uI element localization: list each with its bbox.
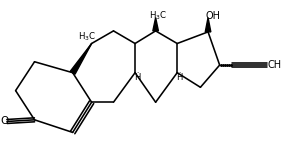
Polygon shape [205,18,211,32]
Text: ·: · [178,70,180,76]
Text: H$_3$C: H$_3$C [150,9,168,22]
Text: ·: · [136,70,138,76]
Polygon shape [153,18,158,31]
Text: H: H [134,73,140,82]
Text: OH: OH [206,11,220,21]
Text: H$_3$C: H$_3$C [79,30,97,43]
Text: CH: CH [268,60,282,70]
Text: O: O [0,117,8,126]
Polygon shape [70,44,92,74]
Text: H: H [176,73,182,82]
